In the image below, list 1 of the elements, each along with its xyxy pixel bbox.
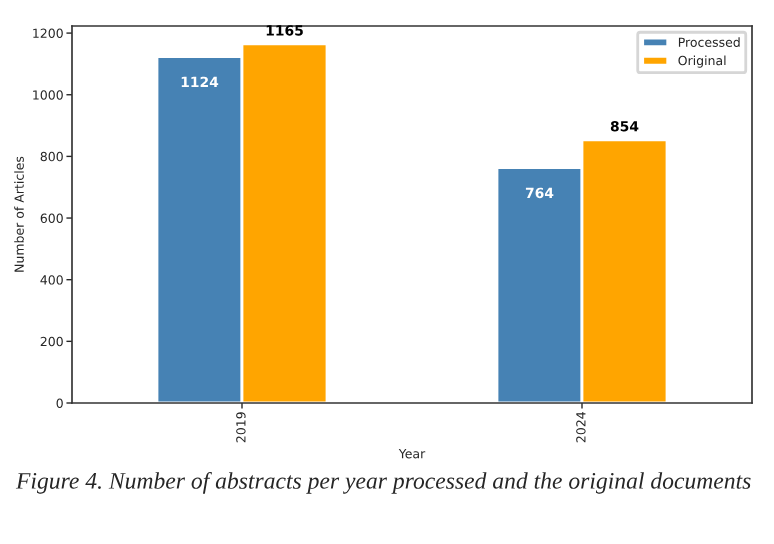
caption: Figure 4. Number of abstracts per year processed and the original documents <box>15 472 751 494</box>
